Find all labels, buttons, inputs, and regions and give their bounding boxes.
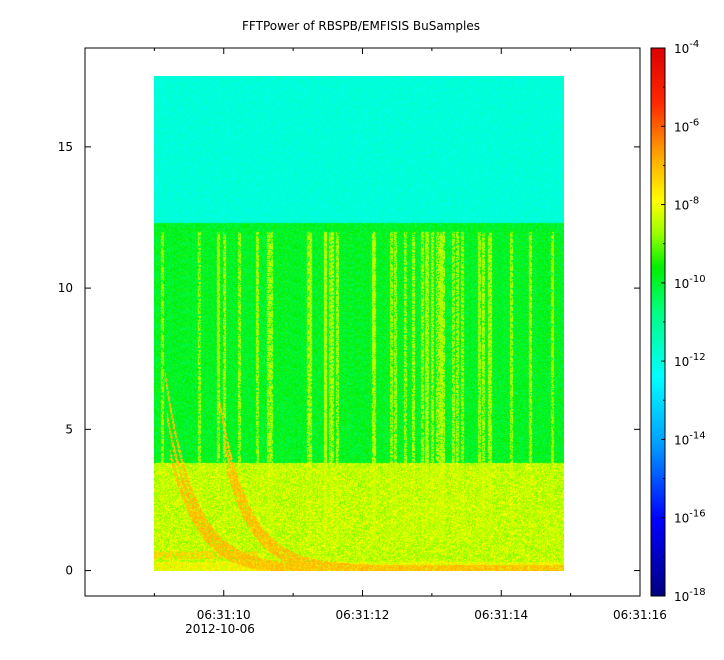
colorbar-tick-label: 10-12 xyxy=(674,352,706,369)
x-tick-label: 06:31:16 xyxy=(613,608,667,622)
x-tick-label: 06:31:10 xyxy=(197,608,251,622)
y-tick-label: 5 xyxy=(65,422,73,436)
colorbar-tick-label: 10-4 xyxy=(674,39,699,56)
x-tick-label: 06:31:12 xyxy=(336,608,390,622)
spectrogram-image xyxy=(154,76,564,571)
colorbar-tick-label: 10-10 xyxy=(674,274,706,291)
x-axis: 06:31:10 06:31:12 06:31:14 06:31:16 xyxy=(153,48,667,622)
colorbar: 10-18 10-16 10-14 10-12 10-10 10-8 10-6 10-4 xyxy=(650,39,706,604)
colorbar-tick-label: 10-18 xyxy=(674,587,706,604)
colorbar-tick-label: 10-14 xyxy=(674,430,706,447)
colorbar-gradient xyxy=(650,47,666,597)
y-axis: 0 5 10 15 xyxy=(58,140,640,578)
y-tick-label: 0 xyxy=(65,564,73,578)
y-tick-label: 15 xyxy=(58,140,73,154)
colorbar-tick-label: 10-16 xyxy=(674,509,706,526)
y-tick-label: 10 xyxy=(58,281,73,295)
heatmap-layer xyxy=(154,76,564,571)
chart-title: FFTPower of RBSPB/EMFISIS BuSamples xyxy=(242,19,480,33)
colorbar-tick-label: 10-6 xyxy=(674,117,699,134)
x-axis-date-label: 2012-10-06 xyxy=(185,622,255,636)
x-tick-label: 06:31:14 xyxy=(474,608,528,622)
colorbar-tick-label: 10-8 xyxy=(674,196,699,213)
